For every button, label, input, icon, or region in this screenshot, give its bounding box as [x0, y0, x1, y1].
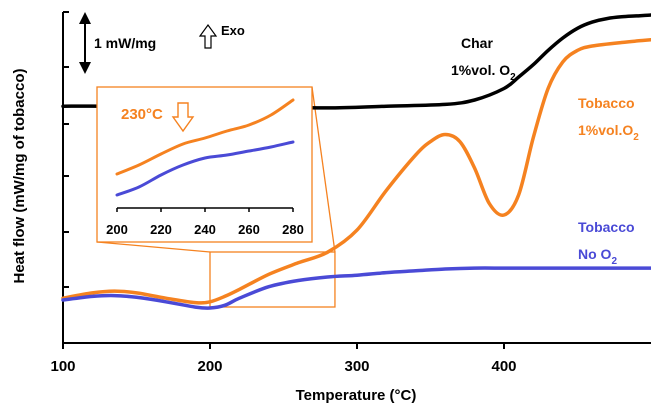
- label-tobacco-o2-line1: Tobacco: [578, 95, 635, 111]
- series-labels: Char 1%vol. O2 Tobacco 1%vol.O2 Tobacco …: [451, 35, 639, 267]
- exo-indicator: Exo: [198, 23, 245, 49]
- scale-bar: 1 mW/mg: [79, 12, 156, 74]
- zoom-connector-left: [96, 241, 211, 253]
- exo-label: Exo: [221, 23, 245, 38]
- inset-series-line-0: [115, 98, 295, 176]
- inset-x-tick-label-240: 240: [194, 222, 216, 237]
- zoom-indicator: [96, 86, 336, 308]
- inset-x-tick-label-280: 280: [282, 222, 304, 237]
- label-tobacco-no-o2-line2: No O2: [578, 246, 617, 267]
- x-tick-label-100: 100: [50, 358, 75, 375]
- y-axis-label: Heat flow (mW/mg of tobacco): [11, 69, 28, 284]
- scale-bar-label: 1 mW/mg: [94, 35, 156, 51]
- x-axis-ticks: 100 200 300 400: [50, 343, 517, 375]
- inset-x-tick-label-220: 220: [150, 222, 172, 237]
- inset-annotation-label: 230°C: [121, 106, 163, 123]
- zoom-region-box: [209, 251, 336, 308]
- label-char-line2: 1%vol. O2: [451, 62, 516, 83]
- x-tick-label-200: 200: [197, 358, 222, 375]
- scale-bar-arrow-up: [79, 12, 91, 24]
- x-axis-label: Temperature (°C): [296, 387, 417, 404]
- y-axis-ticks: [63, 11, 69, 288]
- series-line-2: [61, 266, 651, 310]
- inset-x-tick-label-200: 200: [106, 222, 128, 237]
- inset-x-tick-label-260: 260: [238, 222, 260, 237]
- series-line-1: [61, 38, 651, 305]
- x-tick-label-400: 400: [491, 358, 516, 375]
- inset-chart: 200 220 240 260 280 230°C: [96, 86, 313, 243]
- inset-series-line-1: [115, 140, 295, 197]
- label-char-line1: Char: [461, 35, 493, 51]
- scale-bar-arrow-down: [79, 62, 91, 74]
- label-tobacco-no-o2-line1: Tobacco: [578, 219, 635, 235]
- zoom-connector-right: [311, 86, 336, 253]
- inset-annotation-arrow-icon: [171, 102, 195, 133]
- label-tobacco-o2-line2: 1%vol.O2: [578, 122, 639, 143]
- exo-arrow-icon: [198, 23, 218, 49]
- x-tick-label-300: 300: [344, 358, 369, 375]
